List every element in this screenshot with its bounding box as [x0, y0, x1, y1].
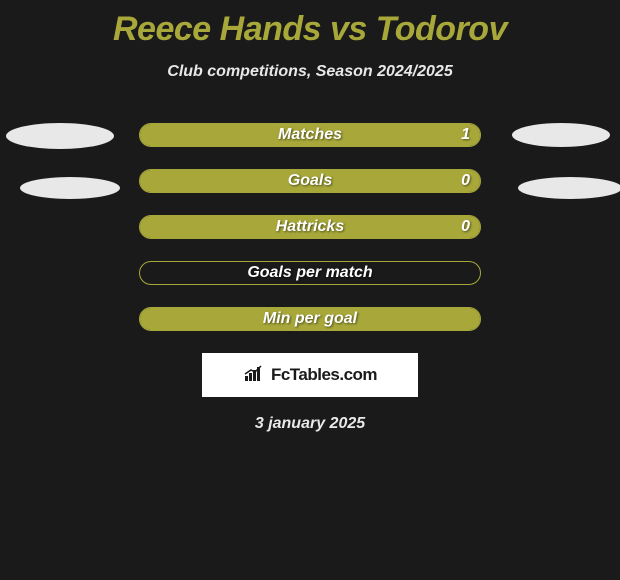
bars-container: Matches1Goals0Hattricks0Goals per matchM… — [0, 123, 620, 331]
brand-text: FcTables.com — [271, 365, 377, 385]
page-title: Reece Hands vs Todorov — [0, 0, 620, 49]
stat-bar-value: 0 — [461, 172, 470, 190]
subtitle: Club competitions, Season 2024/2025 — [0, 63, 620, 81]
player-left-ellipse-1 — [6, 123, 114, 149]
chart-icon — [243, 364, 265, 387]
stat-bar-label: Min per goal — [140, 310, 480, 328]
stat-bar-label: Hattricks — [140, 218, 480, 236]
stat-bar: Hattricks0 — [139, 215, 481, 239]
stat-bar-label: Goals — [140, 172, 480, 190]
stat-bar-label: Matches — [140, 126, 480, 144]
stat-bar: Goals0 — [139, 169, 481, 193]
stat-bar: Matches1 — [139, 123, 481, 147]
player-right-ellipse-2 — [518, 177, 620, 199]
stat-bar-value: 0 — [461, 218, 470, 236]
date-line: 3 january 2025 — [0, 415, 620, 433]
stat-bar: Min per goal — [139, 307, 481, 331]
player-left-ellipse-2 — [20, 177, 120, 199]
stat-bar-label: Goals per match — [140, 264, 480, 282]
brand-box: FcTables.com — [202, 353, 418, 397]
player-right-ellipse-1 — [512, 123, 610, 147]
comparison-chart: Matches1Goals0Hattricks0Goals per matchM… — [0, 123, 620, 433]
stat-bar-value: 1 — [461, 126, 470, 144]
stat-bar: Goals per match — [139, 261, 481, 285]
